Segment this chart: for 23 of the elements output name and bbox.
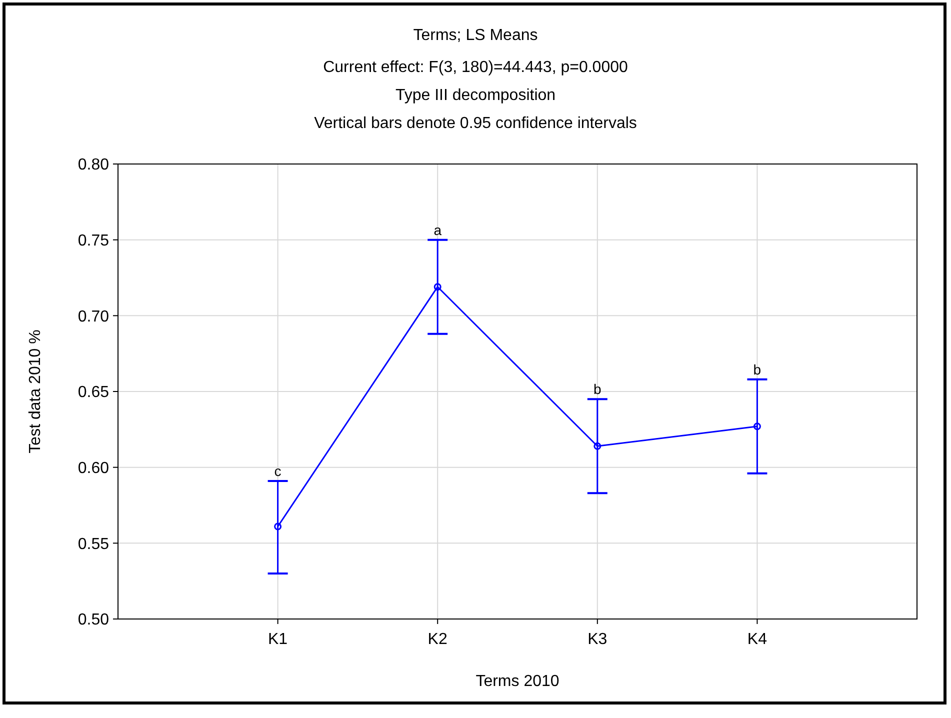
annotation: b bbox=[594, 381, 602, 398]
x-tick-label: K3 bbox=[588, 631, 608, 648]
y-tick-label: 0.60 bbox=[78, 460, 110, 477]
point bbox=[274, 522, 282, 530]
chart-subtitle: Current effect: F(3, 180)=44.443, p=0.0000 Type III decomposition Vertical bars denote 0.95 confidence intervals bbox=[314, 59, 637, 132]
y-axis-title: Test data 2010 % bbox=[27, 330, 44, 454]
point bbox=[753, 422, 761, 430]
y-tick-label: 0.55 bbox=[78, 536, 110, 553]
x-tick-label: K2 bbox=[428, 631, 448, 648]
annotation: c bbox=[274, 462, 282, 479]
x-tick-label: K4 bbox=[747, 631, 768, 648]
point bbox=[434, 283, 442, 291]
chart-title: Terms; LS Means bbox=[413, 27, 538, 44]
x-tick-label: K1 bbox=[268, 631, 288, 648]
annotation: b bbox=[753, 361, 762, 378]
x-axis-title: Terms 2010 bbox=[476, 673, 560, 690]
y-tick-label: 0.50 bbox=[78, 612, 110, 629]
point bbox=[594, 442, 602, 450]
y-tick-label: 0.70 bbox=[78, 308, 110, 326]
y-tick-label: 0.80 bbox=[78, 156, 110, 174]
y-tick-label: 0.75 bbox=[78, 232, 110, 250]
y-tick-label: 0.65 bbox=[78, 384, 110, 402]
annotation: a bbox=[434, 222, 442, 238]
